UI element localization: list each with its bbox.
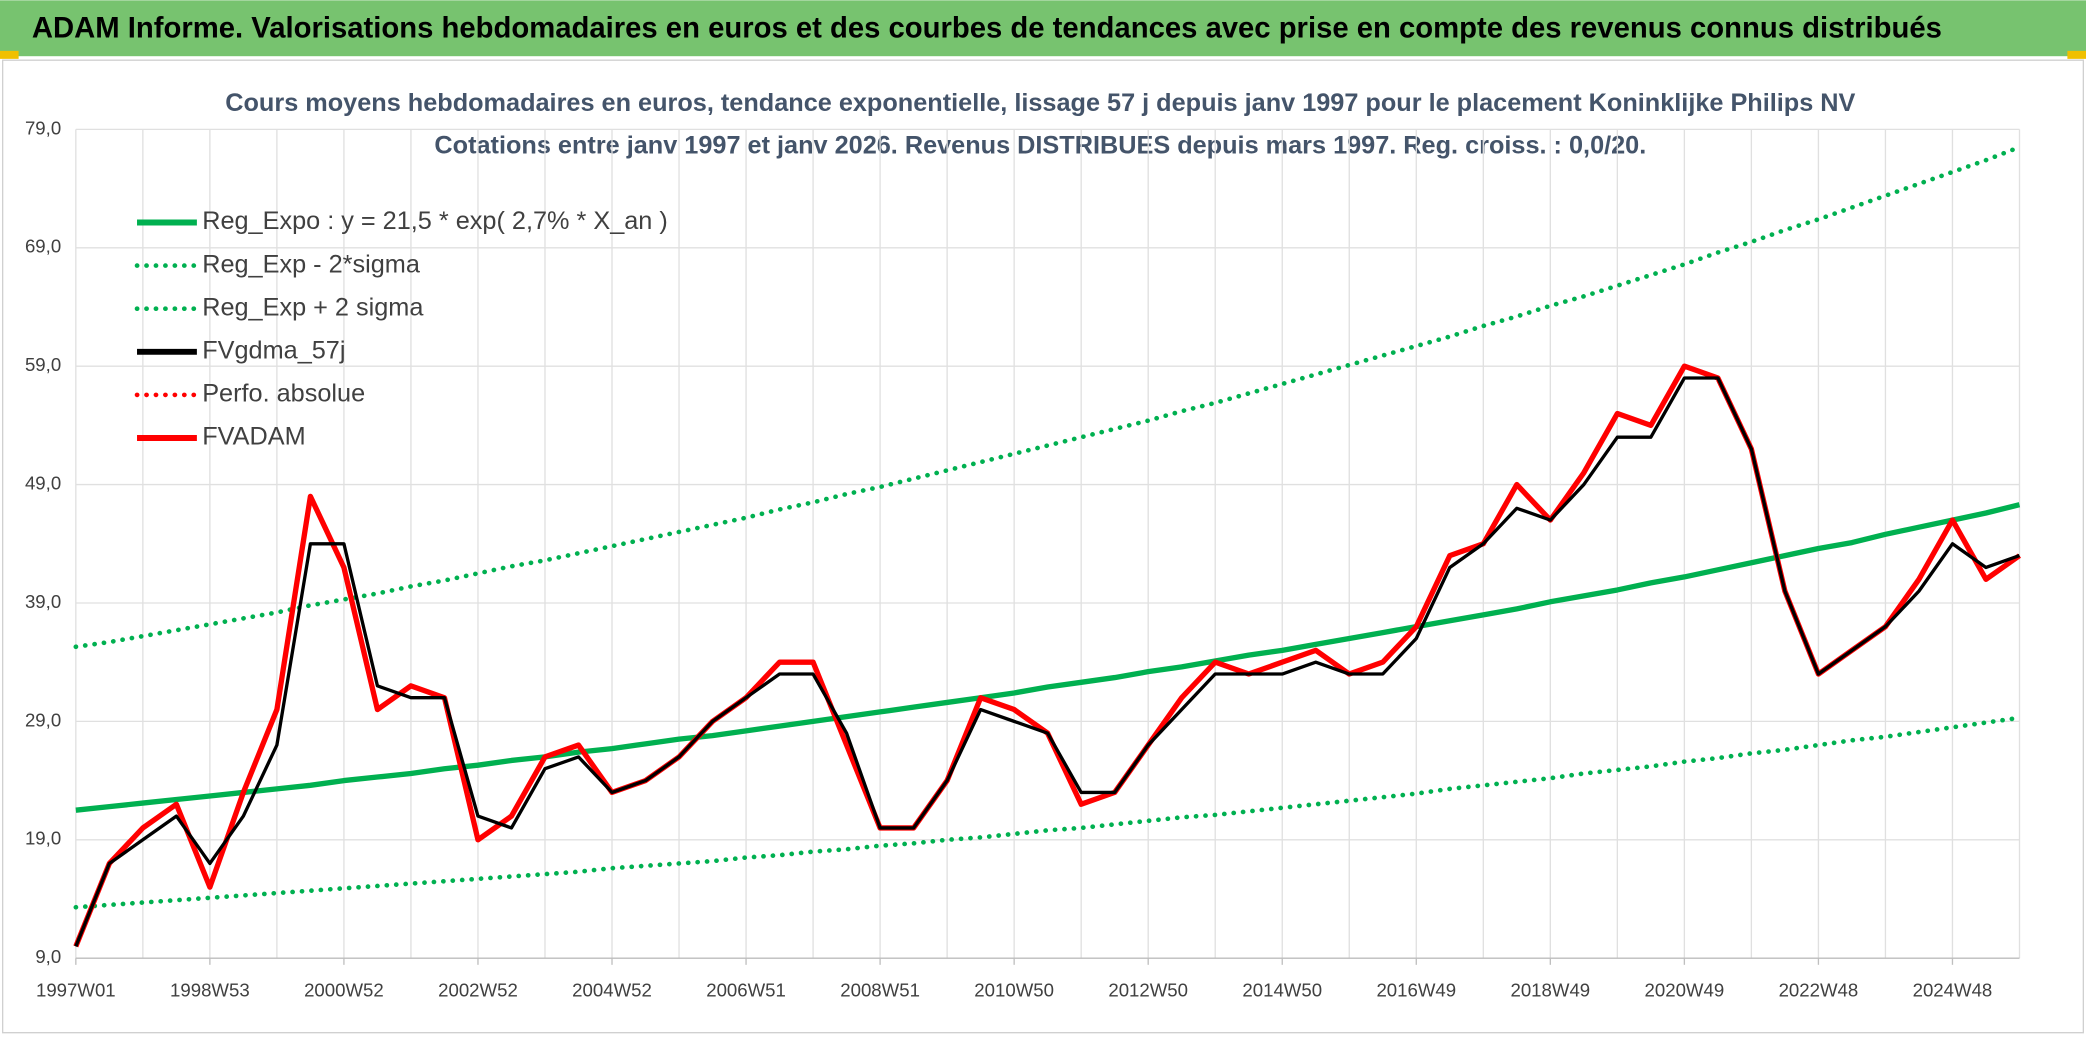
series-line xyxy=(73,715,2022,910)
y-tick-label: 79,0 xyxy=(25,117,61,138)
x-tick-label: 2016W49 xyxy=(1376,979,1456,1000)
series-line xyxy=(75,502,2021,813)
legend-label: Perfo. absolue xyxy=(202,380,365,408)
subtitle: Cours moyens hebdomadaires en euros, ten… xyxy=(225,89,1855,117)
legend-label: FVgdma_57j xyxy=(202,336,345,364)
x-tick-label: 2022W48 xyxy=(1779,979,1859,1000)
x-tick-label: 2000W52 xyxy=(304,979,384,1000)
y-tick-label: 39,0 xyxy=(25,591,61,612)
x-tick-label: 2004W52 xyxy=(572,979,652,1000)
corner xyxy=(2067,50,2086,59)
x-tick-label: 2020W49 xyxy=(1645,979,1725,1000)
x-tick-label: 2008W51 xyxy=(840,979,920,1000)
legend-label: FVADAM xyxy=(202,423,305,451)
x-tick-label: 2014W50 xyxy=(1242,979,1322,1000)
legend-label: Reg_Exp + 2 sigma xyxy=(202,293,424,321)
x-tick-label: 2006W51 xyxy=(706,979,786,1000)
x-tick-label: 2002W52 xyxy=(438,979,518,1000)
y-tick-label: 9,0 xyxy=(35,946,61,967)
x-tick-label: 2010W50 xyxy=(974,979,1054,1000)
y-tick-label: 29,0 xyxy=(25,709,61,730)
y-tick-label: 59,0 xyxy=(25,354,61,375)
x-tick-label: 2018W49 xyxy=(1510,979,1590,1000)
corner xyxy=(0,50,19,59)
series-line xyxy=(73,144,2022,650)
series-line xyxy=(74,376,2021,947)
x-tick-label: 2024W48 xyxy=(1913,979,1993,1000)
chart-border xyxy=(1,59,2085,1034)
y-tick-label: 49,0 xyxy=(25,472,61,493)
y-tick-label: 69,0 xyxy=(25,236,61,257)
y-tick-label: 19,0 xyxy=(25,828,61,849)
banner xyxy=(0,0,2086,57)
subtitle: Cotations entre janv 1997 et janv 2026. … xyxy=(434,131,1646,159)
legend-label: Reg_Expo : y = 21,5 * exp( 2,7% * X_an ) xyxy=(202,207,668,235)
x-tick-label: 2012W50 xyxy=(1108,979,1188,1000)
legend-label: Reg_Exp - 2*sigma xyxy=(202,250,421,278)
chart-title: ADAM Informe. Valorisations hebdomadaire… xyxy=(32,12,1942,44)
x-tick-label: 1998W53 xyxy=(170,979,250,1000)
x-tick-label: 1997W01 xyxy=(36,979,116,1000)
